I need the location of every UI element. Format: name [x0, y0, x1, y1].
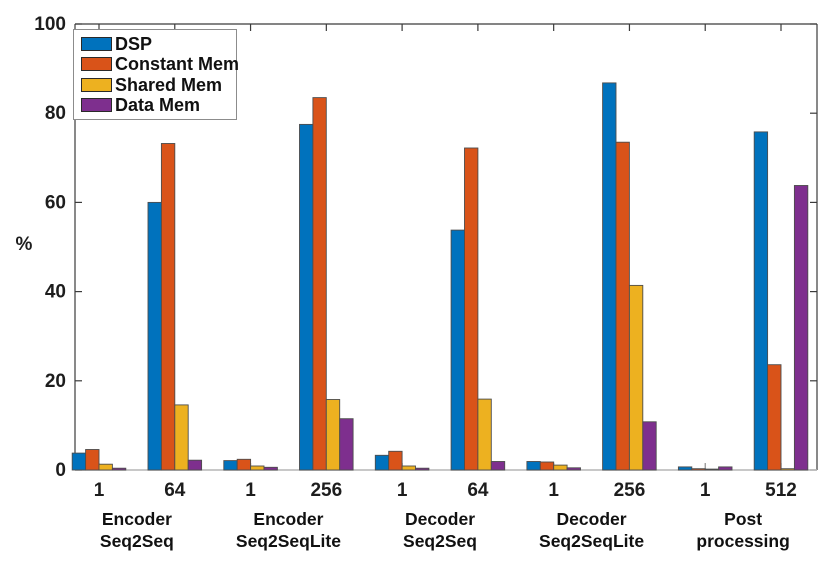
x-tick-label: 1	[94, 480, 105, 501]
bar-constant-mem-256-g3	[615, 141, 630, 471]
legend-item-data-mem: Data Mem	[81, 95, 232, 114]
y-tick-label: 100	[34, 14, 66, 35]
x-tick-label: 1	[548, 480, 559, 501]
group-label-line1: Encoder	[253, 509, 323, 529]
legend-swatch-data-mem	[81, 97, 112, 112]
legend-label-constant-mem: Constant Mem	[115, 54, 240, 75]
legend-swatch-dsp	[81, 37, 112, 52]
y-tick-label: 60	[45, 192, 66, 213]
y-tick-label: 0	[55, 460, 66, 481]
legend-swatch-shared-mem	[81, 77, 112, 92]
bar-constant-mem-256-g1	[312, 97, 327, 471]
y-tick-label: 20	[45, 371, 66, 392]
group-label-line2: Seq2Seq	[100, 531, 174, 551]
bar-shared-mem-1-g3	[553, 464, 568, 471]
bar-dsp-512-g4	[753, 131, 769, 471]
group-label-line1: Decoder	[405, 509, 475, 529]
x-tick-label: 1	[245, 480, 256, 501]
bar-shared-mem-256-g3	[628, 284, 644, 471]
x-tick-label: 512	[765, 480, 797, 501]
bar-shared-mem-1-g0	[98, 463, 113, 471]
bar-constant-mem-512-g4	[767, 364, 782, 471]
bar-dsp-256-g3	[602, 82, 617, 471]
x-tick-label: 1	[700, 480, 711, 501]
bar-dsp-1-g0	[71, 452, 87, 471]
legend-swatch-constant-mem	[81, 57, 112, 72]
legend-label-dsp: DSP	[115, 34, 153, 55]
group-label-line1: Decoder	[557, 509, 627, 529]
bar-constant-mem-1-g4	[691, 468, 706, 471]
bar-data-mem-64-g2	[490, 461, 506, 471]
legend-item-dsp: DSP	[81, 35, 232, 54]
x-tick-label: 256	[310, 480, 342, 501]
group-label-line1: Post	[724, 509, 762, 529]
bar-data-mem-256-g3	[642, 421, 657, 471]
y-tick-label: 80	[45, 103, 66, 124]
bar-data-mem-1-g3	[566, 467, 581, 471]
bar-data-mem-1-g4	[718, 466, 733, 471]
legend-label-data-mem: Data Mem	[115, 94, 201, 115]
bar-constant-mem-1-g2	[388, 450, 403, 471]
bar-dsp-1-g3	[526, 461, 541, 471]
bar-shared-mem-1-g4	[704, 468, 720, 471]
x-tick-label: 64	[467, 480, 489, 501]
bar-dsp-64-g0	[147, 201, 162, 471]
bar-shared-mem-64-g2	[477, 398, 492, 471]
y-axis-title: %	[16, 234, 33, 255]
x-tick-label: 64	[164, 480, 186, 501]
x-tick-label: 1	[397, 480, 408, 501]
bar-constant-mem-1-g3	[539, 461, 555, 471]
bar-shared-mem-1-g1	[250, 465, 265, 471]
group-label-line2: Seq2SeqLite	[236, 531, 341, 551]
bar-dsp-1-g2	[374, 454, 390, 471]
legend-label-shared-mem: Shared Mem	[115, 74, 223, 95]
legend-item-constant-mem: Constant Mem	[81, 55, 239, 74]
bar-dsp-1-g4	[677, 466, 693, 471]
bar-constant-mem-1-g1	[236, 458, 252, 471]
bar-shared-mem-512-g4	[780, 468, 795, 471]
bar-constant-mem-64-g2	[464, 147, 479, 471]
legend: DSP Constant Mem Shared Mem Data Mem	[73, 29, 239, 120]
bar-constant-mem-1-g0	[85, 449, 100, 471]
bar-constant-mem-64-g0	[160, 143, 176, 471]
bar-shared-mem-64-g0	[174, 404, 189, 471]
group-label-line1: Encoder	[102, 509, 172, 529]
bar-dsp-256-g1	[299, 123, 314, 471]
bar-dsp-64-g2	[450, 229, 465, 471]
bar-data-mem-64-g0	[187, 459, 203, 471]
bar-shared-mem-1-g2	[401, 465, 416, 471]
bar-data-mem-1-g2	[415, 467, 430, 471]
x-tick-label: 256	[614, 480, 646, 501]
bar-dsp-1-g1	[223, 460, 238, 471]
bar-data-mem-1-g1	[263, 466, 278, 471]
bar-shared-mem-256-g1	[325, 399, 341, 471]
group-label-line2: processing	[696, 531, 789, 551]
bar-data-mem-1-g0	[111, 467, 127, 471]
legend-item-shared-mem: Shared Mem	[81, 75, 232, 94]
bar-data-mem-256-g1	[339, 418, 354, 471]
group-label-line2: Seq2SeqLite	[539, 531, 644, 551]
y-tick-label: 40	[45, 282, 66, 303]
bar-data-mem-512-g4	[793, 185, 809, 471]
group-label-line2: Seq2Seq	[403, 531, 477, 551]
